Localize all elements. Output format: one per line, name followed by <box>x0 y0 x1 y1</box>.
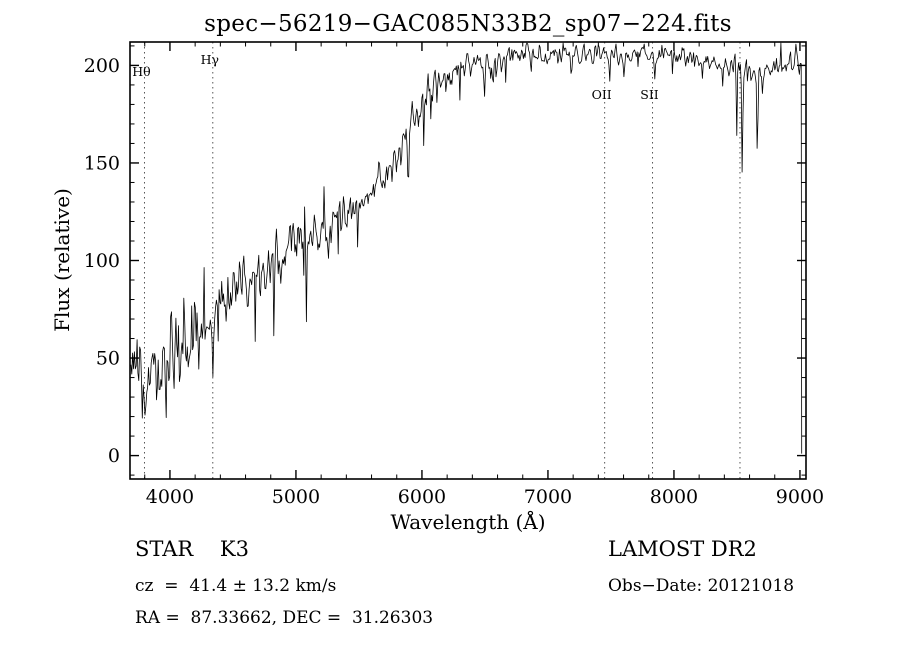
survey-label: LAMOST DR2 <box>608 537 757 561</box>
classification-label: STAR K3 <box>135 537 249 561</box>
y-axis-label: Flux (relative) <box>50 188 74 332</box>
x-tick-label: 5000 <box>272 486 320 508</box>
plot-title: spec−56219−GAC085N33B2_sp07−224.fits <box>204 11 732 37</box>
coordinates-label: RA = 87.33662, DEC = 31.26303 <box>135 608 434 628</box>
radial-velocity-label: cz = 41.4 ± 13.2 km/s <box>135 576 337 596</box>
spectral-line-label: Hθ <box>132 64 150 79</box>
x-tick-label: 4000 <box>146 486 194 508</box>
x-axis-label: Wavelength (Å) <box>390 510 546 534</box>
y-tick-label: 200 <box>84 55 120 77</box>
spectrum-trace <box>130 42 803 454</box>
y-tick-label: 150 <box>84 152 120 174</box>
y-tick-label: 100 <box>84 250 120 272</box>
spectral-line-label: OII <box>592 87 612 102</box>
plot-frame <box>129 41 807 480</box>
y-tick-label: 0 <box>108 445 120 467</box>
x-tick-label: 9000 <box>776 486 824 508</box>
spectral-line-label: SII <box>640 87 659 102</box>
y-tick-label: 50 <box>96 348 120 370</box>
obs-date-label: Obs−Date: 20121018 <box>608 576 795 596</box>
x-tick-label: 6000 <box>398 486 446 508</box>
x-tick-label: 8000 <box>650 486 698 508</box>
x-tick-label: 7000 <box>524 486 572 508</box>
spectral-line-label: Hγ <box>201 52 219 67</box>
